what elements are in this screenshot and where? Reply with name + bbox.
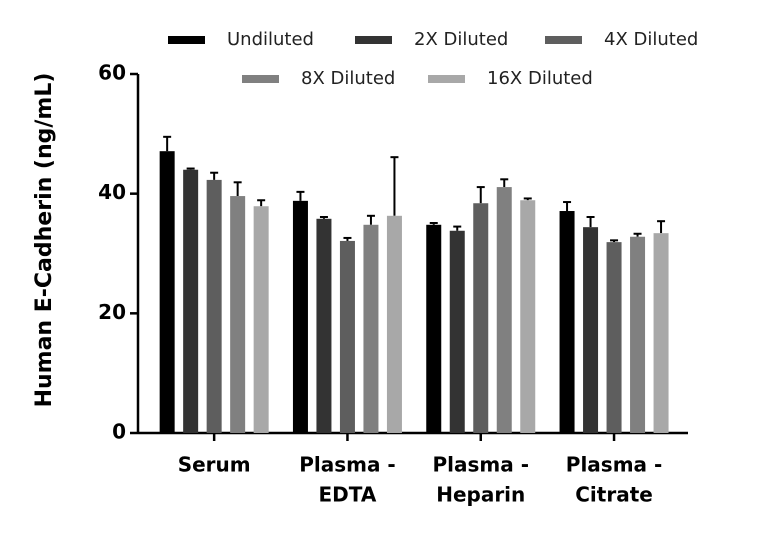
bar	[473, 203, 489, 433]
bar	[339, 240, 355, 433]
y-tick-label: 0	[112, 420, 126, 444]
bar	[496, 187, 512, 433]
bar	[386, 215, 402, 433]
bar	[559, 211, 575, 433]
legend-label: 16X Diluted	[487, 68, 593, 89]
x-tick-label: Plasma -	[566, 453, 663, 477]
bar	[426, 224, 442, 433]
x-tick-label: Heparin	[436, 483, 525, 507]
legend-label: Undiluted	[227, 29, 314, 50]
legend-swatch	[428, 75, 465, 83]
bar	[206, 179, 222, 433]
legend-label: 4X Diluted	[604, 29, 698, 50]
bar	[292, 200, 308, 433]
bar	[449, 230, 465, 433]
legend-label: 8X Diluted	[301, 68, 395, 89]
y-tick-label: 20	[98, 300, 126, 324]
bar	[183, 169, 199, 433]
legend-swatch	[355, 36, 392, 44]
bar	[363, 224, 379, 433]
legend-swatch	[168, 36, 205, 44]
bar	[230, 196, 246, 433]
x-tick-label: Citrate	[575, 483, 653, 507]
legend-label: 2X Diluted	[414, 29, 508, 50]
bar	[253, 206, 269, 433]
bar	[630, 236, 646, 433]
bar	[583, 227, 599, 433]
bar	[159, 151, 175, 433]
y-axis-label: Human E-Cadherin (ng/mL)	[32, 73, 57, 408]
y-tick-label: 60	[98, 61, 126, 85]
bar	[653, 233, 669, 433]
x-tick-label: EDTA	[319, 483, 377, 507]
x-tick-label: Serum	[178, 453, 251, 477]
bar	[520, 200, 536, 433]
x-tick-label: Plasma -	[432, 453, 529, 477]
bar	[606, 242, 622, 433]
legend-swatch	[242, 75, 279, 83]
x-tick-label: Plasma -	[299, 453, 396, 477]
y-tick-label: 40	[98, 180, 126, 204]
legend-swatch	[545, 36, 582, 44]
bar	[316, 218, 332, 433]
